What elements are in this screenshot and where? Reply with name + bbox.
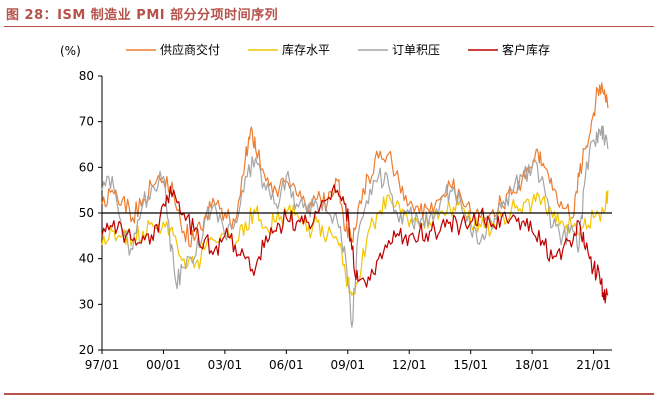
- footer-divider: [4, 393, 654, 395]
- x-tick-label-03/01: 03/01: [208, 358, 243, 372]
- series-line-2: [101, 190, 609, 296]
- y-tick-label-30: 30: [79, 297, 94, 311]
- x-tick-label-21/01: 21/01: [576, 358, 611, 372]
- legend-label-4: 客户库存: [502, 42, 550, 57]
- legend-label-3: 订单积压: [392, 43, 440, 57]
- series-line-3: [101, 125, 609, 328]
- chart-title: 图 28：ISM 制造业 PMI 部分分项时间序列: [6, 8, 279, 23]
- y-tick-label-40: 40: [79, 252, 94, 266]
- x-tick-label-06/01: 06/01: [269, 358, 304, 372]
- series-line-4: [101, 184, 609, 304]
- series-line-1: [101, 82, 609, 248]
- y-tick-label-70: 70: [79, 115, 94, 129]
- legend-label-1: 供应商交付: [160, 42, 220, 57]
- y-axis: 20 30 40 50 60 70 80: [79, 69, 103, 357]
- line-chart: (%) 供应商交付 库存水平 订单积压 客户库存 20 30 40 50 60 70 80 97/…: [60, 42, 612, 372]
- legend-label-2: 库存水平: [282, 42, 330, 57]
- x-tick-label-09/01: 09/01: [330, 358, 365, 372]
- legend: 供应商交付 库存水平 订单积压 客户库存: [126, 42, 550, 57]
- x-tick-label-97/01: 97/01: [85, 358, 120, 372]
- x-axis: 97/01 00/01 03/01 06/01 09/01 12/01 15/01 18/01…: [85, 349, 612, 372]
- y-tick-label-50: 50: [79, 206, 94, 220]
- y-tick-label-80: 80: [79, 69, 94, 83]
- y-tick-label-20: 20: [79, 343, 94, 357]
- y-axis-unit-label: (%): [60, 44, 81, 58]
- x-tick-label-18/01: 18/01: [515, 358, 550, 372]
- x-tick-label-15/01: 15/01: [453, 358, 488, 372]
- title-divider: [4, 26, 654, 27]
- y-tick-label-60: 60: [79, 160, 94, 174]
- series-layer: [101, 82, 612, 328]
- x-tick-label-12/01: 12/01: [392, 358, 427, 372]
- x-tick-label-00/01: 00/01: [146, 358, 181, 372]
